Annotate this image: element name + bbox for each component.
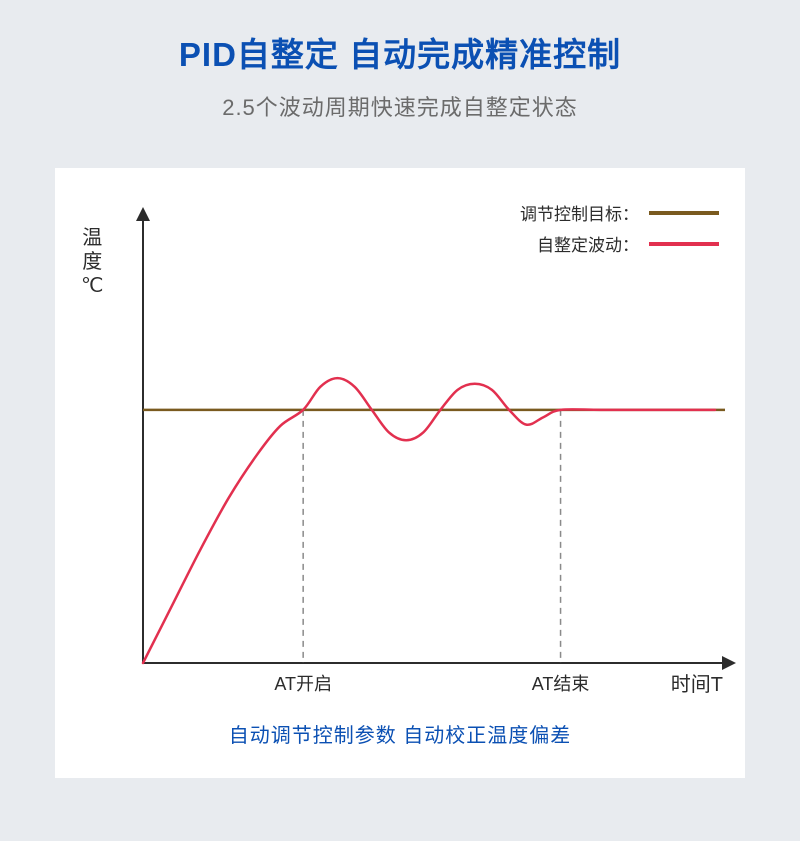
legend-tuning-swatch xyxy=(649,242,719,246)
marker-at-start-label: AT开启 xyxy=(274,670,332,696)
page-subtitle: 2.5个波动周期快速完成自整定状态 xyxy=(222,90,578,122)
legend-target-label: 调节控制目标： xyxy=(520,200,639,225)
legend: 调节控制目标： 自整定波动： xyxy=(520,200,719,262)
y-axis-label-2: 度 xyxy=(81,250,103,274)
chart-container: 温 度 ℃ 时间T AT开启 AT结束 调节控制目标： 自整定波动： 自动调节控… xyxy=(55,168,745,778)
y-axis-label-3: ℃ xyxy=(81,274,103,298)
legend-row-target: 调节控制目标： xyxy=(520,200,719,225)
page-title: PID自整定 自动完成精准控制 xyxy=(179,28,621,76)
x-axis-label: 时间T xyxy=(671,668,723,697)
y-axis-label: 温 度 ℃ xyxy=(81,226,103,298)
y-axis-label-1: 温 xyxy=(81,226,103,250)
marker-at-end-label: AT结束 xyxy=(532,670,590,696)
legend-tuning-label: 自整定波动： xyxy=(537,231,639,256)
legend-row-tuning: 自整定波动： xyxy=(520,231,719,256)
legend-target-swatch xyxy=(649,211,719,215)
chart-footer-text: 自动调节控制参数 自动校正温度偏差 xyxy=(55,719,745,748)
